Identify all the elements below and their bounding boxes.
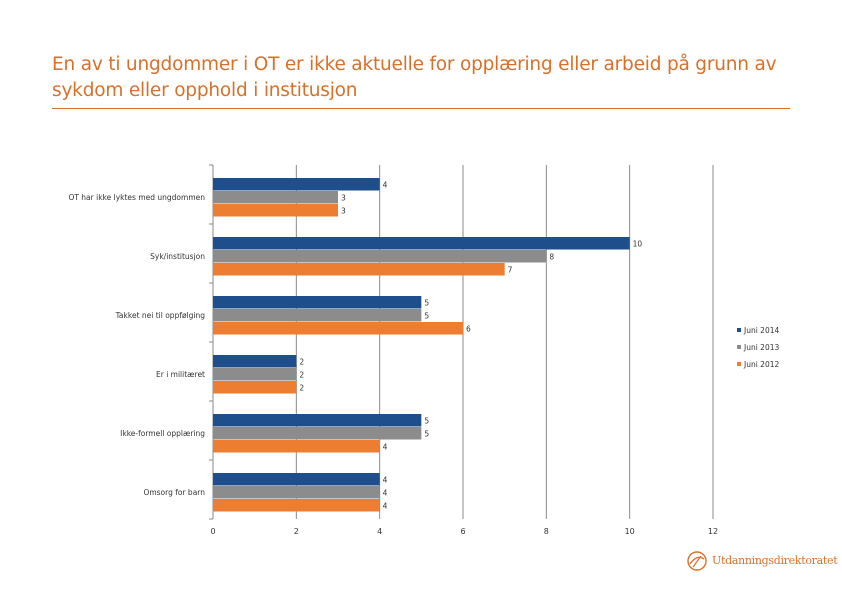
bar	[213, 204, 338, 217]
bar	[213, 499, 380, 512]
bar	[213, 355, 297, 368]
data-label: 5	[424, 416, 429, 425]
category-label: Ikke-formell opplæring	[120, 429, 205, 438]
data-label: 2	[299, 383, 304, 392]
category-label: Takket nei til oppfølging	[115, 311, 206, 320]
data-label: 5	[424, 298, 429, 307]
bar	[213, 381, 297, 394]
data-label: 8	[549, 252, 554, 261]
data-label: 7	[508, 265, 513, 274]
data-label: 2	[299, 357, 304, 366]
data-label: 4	[383, 442, 388, 451]
x-tick-label: 0	[210, 527, 215, 536]
data-label: 4	[383, 488, 388, 497]
category-label: Er i militæret	[156, 370, 205, 379]
bar	[213, 473, 380, 486]
bar	[213, 237, 630, 250]
data-label: 5	[424, 311, 429, 320]
legend-swatch	[737, 345, 741, 349]
bar	[213, 427, 422, 440]
data-label: 5	[424, 429, 429, 438]
bar	[213, 309, 422, 322]
title-divider	[52, 108, 790, 109]
bar	[213, 414, 422, 427]
x-tick-label: 8	[544, 527, 549, 536]
data-label: 3	[341, 193, 346, 202]
bar	[213, 250, 547, 263]
legend-label: Juni 2013	[743, 343, 780, 352]
bar	[213, 368, 297, 381]
x-tick-label: 12	[708, 527, 718, 536]
logo-text: Utdanningsdirektoratet	[712, 554, 838, 567]
bar	[213, 178, 380, 191]
data-label: 10	[633, 239, 643, 248]
data-label: 4	[383, 180, 388, 189]
data-label: 3	[341, 206, 346, 215]
x-tick-label: 6	[460, 527, 465, 536]
bar	[213, 440, 380, 453]
x-tick-label: 4	[377, 527, 382, 536]
logo: Utdanningsdirektoratet	[686, 550, 838, 574]
bar	[213, 191, 338, 204]
legend-swatch	[737, 328, 741, 332]
category-label: OT har ikke lyktes med ungdommen	[68, 193, 205, 202]
data-label: 6	[466, 324, 471, 333]
data-label: 4	[383, 501, 388, 510]
bar	[213, 486, 380, 499]
x-tick-label: 2	[294, 527, 299, 536]
bar	[213, 296, 422, 309]
page-title: En av ti ungdommer i OT er ikke aktuelle…	[52, 54, 777, 101]
category-label: Syk/institusjon	[150, 252, 205, 261]
legend-label: Juni 2014	[743, 326, 780, 335]
category-label: Omsorg for barn	[143, 488, 205, 497]
legend-swatch	[737, 362, 741, 366]
x-tick-label: 10	[625, 527, 635, 536]
data-label: 4	[383, 475, 388, 484]
data-label: 2	[299, 370, 304, 379]
legend-label: Juni 2012	[743, 360, 780, 369]
bar	[213, 263, 505, 276]
logo-icon	[687, 551, 707, 571]
bar	[213, 322, 463, 335]
